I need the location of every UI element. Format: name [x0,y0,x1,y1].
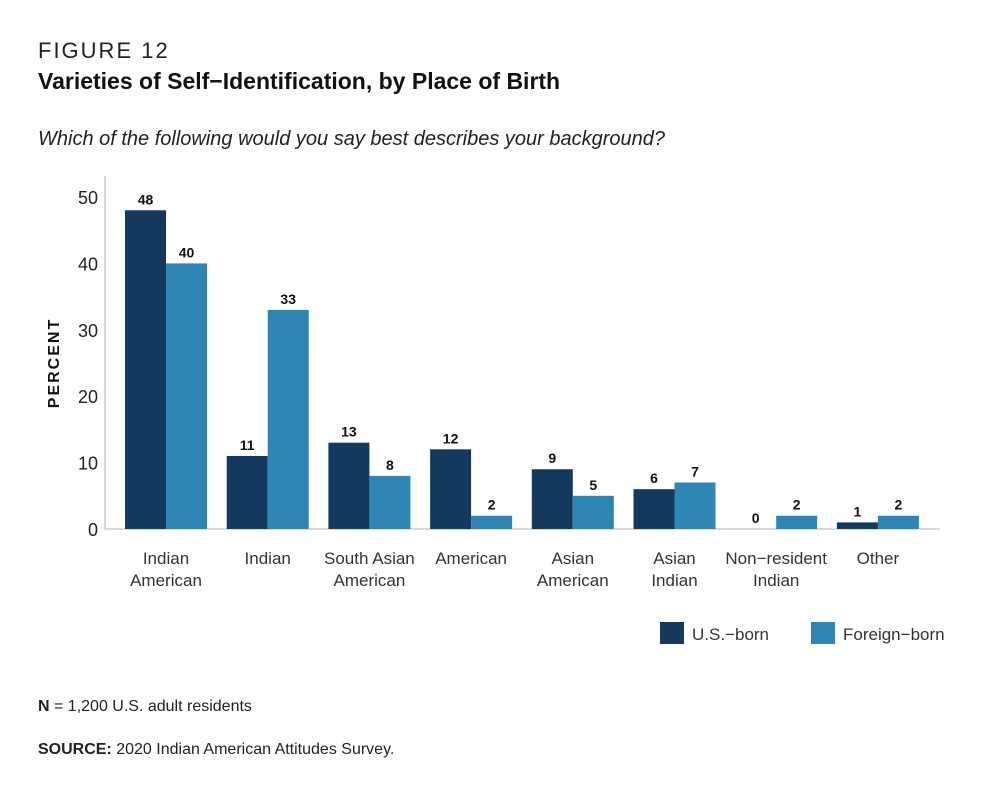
source-text: 2020 Indian American Attitudes Survey. [111,741,395,758]
bar-foreign-born [166,263,207,529]
y-tick-label: 50 [78,188,98,208]
legend-label: U.S.−born [692,625,769,644]
bar-foreign-born [674,482,716,529]
bar-us-born [226,455,268,529]
chart-subtitle: Which of the following would you say bes… [38,128,666,150]
bar-us-born [430,449,472,529]
category-label: American [333,571,405,590]
bar-us-born [125,210,166,529]
category-label: Asian [653,549,696,568]
source-note: SOURCE: 2020 Indian American Attitudes S… [38,741,394,759]
y-tick-label: 10 [78,454,98,474]
category-label: American [435,549,507,568]
data-label: 5 [589,477,597,493]
bar-us-born [633,489,675,529]
y-tick-label: 40 [78,254,98,274]
category-label: South Asian [324,549,415,568]
category-label: American [130,571,202,590]
bar-chart: 01020304050PERCENT4840IndianAmerican1133… [46,176,945,644]
bar-foreign-born [267,309,309,529]
y-tick-label: 20 [78,387,98,407]
data-label: 33 [280,291,296,307]
data-label: 12 [443,430,459,446]
y-tick-label: 30 [78,321,98,341]
legend-label: Foreign−born [843,625,945,644]
data-label: 40 [179,244,195,260]
data-label: 1 [854,503,862,519]
sample-size-note: N = 1,200 U.S. adult residents [38,698,252,716]
source-label: SOURCE: [38,741,112,758]
chart-title: Varieties of Self−Identification, by Pla… [38,68,561,94]
category-label: Asian [552,549,595,568]
data-label: 2 [895,497,903,513]
bar-foreign-born [572,495,614,529]
legend-swatch-foreign-born [811,622,835,644]
category-label: American [537,571,609,590]
category-label: Indian [143,549,189,568]
figure-label: FIGURE 12 [38,38,170,63]
y-axis-label: PERCENT [46,318,63,408]
data-label: 7 [691,464,699,480]
data-label: 2 [488,497,496,513]
data-label: 48 [138,191,154,207]
data-label: 0 [752,510,760,526]
category-label: Indian [245,549,291,568]
data-label: 2 [793,497,801,513]
y-tick-label: 0 [88,520,98,540]
bar-us-born [328,442,370,529]
category-label: Indian [651,571,697,590]
bar-foreign-born [877,515,919,529]
data-label: 9 [548,450,556,466]
bar-us-born [836,522,878,529]
data-label: 11 [240,437,255,453]
bar-foreign-born [369,475,411,529]
category-label: Non−resident [725,549,827,568]
bar-us-born [531,469,573,529]
data-label: 6 [650,470,658,486]
sample-size-label: N [38,698,50,715]
category-label: Indian [753,571,799,590]
bar-foreign-born [471,515,513,529]
bar-foreign-born [776,515,818,529]
data-label: 13 [341,424,357,440]
legend-swatch-us-born [660,622,684,644]
sample-size-text: = 1,200 U.S. adult residents [49,698,252,715]
data-label: 8 [386,457,394,473]
category-label: Other [857,549,900,568]
